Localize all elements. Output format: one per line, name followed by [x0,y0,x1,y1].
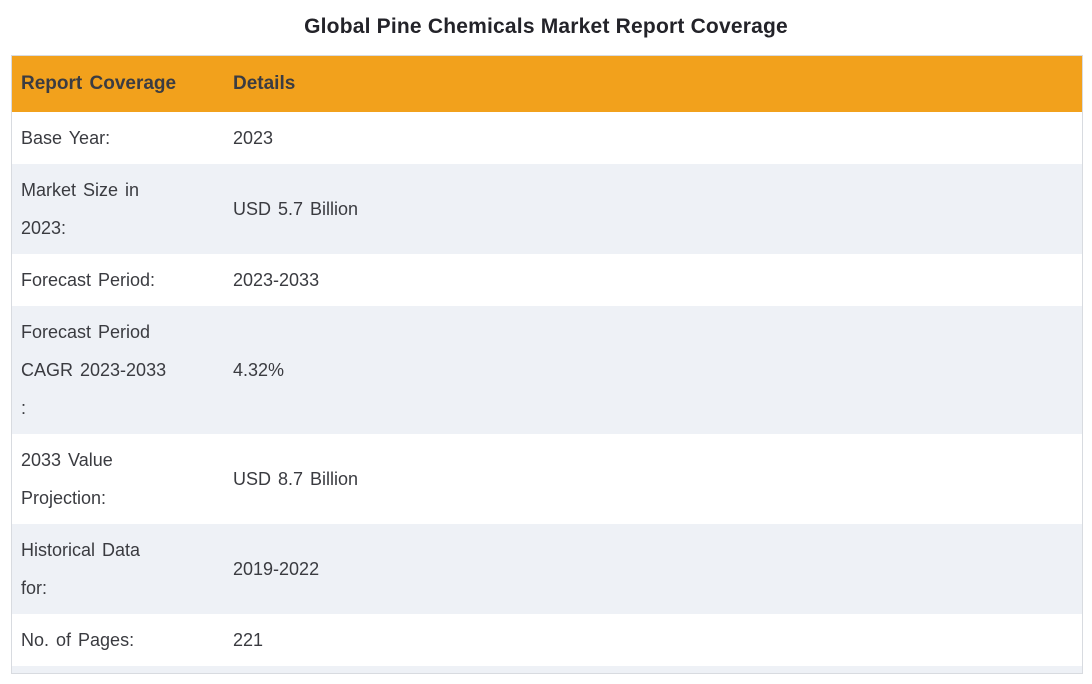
table-header-row: Report Coverage Details [12,56,1082,112]
row-value: 2023 [233,128,274,148]
table-row: Forecast Period CAGR 2023-2033 : 4.32% [12,306,1082,434]
report-coverage-table: Report Coverage Details Base Year: 2023 … [11,55,1083,674]
page-title: Global Pine Chemicals Market Report Cove… [304,15,788,38]
row-label: Historical Data for: [21,540,141,598]
table-row: Market Size in 2023: USD 5.7 Billion [12,164,1082,254]
row-value: 221 [233,630,264,650]
table-row: No. of Pages: 221 [12,614,1082,666]
table-row: Base Year: 2023 [12,112,1082,164]
row-label: Market Size in 2023: [21,180,140,238]
table-row: Forecast Period: 2023-2033 [12,254,1082,306]
row-label: Forecast Period: [21,270,156,290]
row-value: 2023-2033 [233,270,320,290]
row-value: USD 8.7 Billion [233,469,359,489]
column-header-details: Details [233,73,296,94]
row-label: 2033 Value Projection: [21,450,113,508]
row-label: Forecast Period CAGR 2023-2033 : [21,322,167,418]
page: Global Pine Chemicals Market Report Cove… [0,11,1092,674]
row-label: Base Year: [21,128,111,148]
table-row: Historical Data for: 2019-2022 [12,524,1082,614]
table-body: Base Year: 2023 Market Size in 2023: USD… [12,112,1082,666]
row-value: USD 5.7 Billion [233,199,359,219]
row-value: 4.32% [233,360,285,380]
column-header-report-coverage: Report Coverage [21,73,177,94]
row-value: 2019-2022 [233,559,320,579]
next-row-partial [12,666,1082,673]
row-label: No. of Pages: [21,630,135,650]
table-row: 2033 Value Projection: USD 8.7 Billion [12,434,1082,524]
